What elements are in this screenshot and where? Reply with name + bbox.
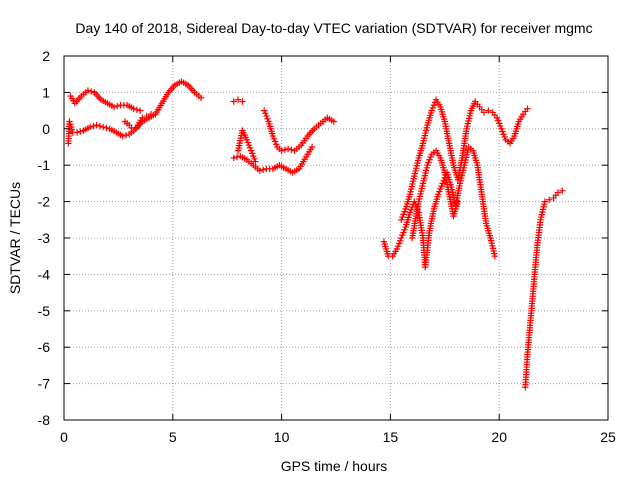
data-point <box>491 253 499 260</box>
data-point <box>136 107 144 114</box>
data-point <box>119 132 126 140</box>
data-point <box>308 143 316 151</box>
data-point <box>73 129 81 136</box>
data-point <box>110 103 118 111</box>
data-point <box>93 121 100 129</box>
y-tick-label: -5 <box>38 303 51 319</box>
data-point <box>559 187 566 194</box>
data-point <box>330 118 338 125</box>
x-tick-label: 15 <box>383 429 399 445</box>
y-axis-label: SDTVAR / TECUs <box>7 182 23 294</box>
y-tick-label: -6 <box>38 339 51 355</box>
data-point <box>77 128 84 135</box>
data-point <box>197 94 205 102</box>
data-point <box>233 153 241 161</box>
data-point <box>139 114 146 122</box>
series-sat-c <box>121 111 155 134</box>
x-tick-label: 10 <box>274 429 290 445</box>
data-point <box>96 122 104 130</box>
data-point <box>485 107 492 114</box>
y-tick-label: 2 <box>42 48 50 64</box>
x-tick-label: 25 <box>600 429 616 445</box>
y-tick-label: -7 <box>38 376 51 392</box>
data-point <box>230 98 237 105</box>
x-axis-label: GPS time / hours <box>281 458 388 474</box>
data-point <box>278 147 285 154</box>
data-point <box>546 196 553 203</box>
data-point <box>288 146 295 153</box>
data-point <box>259 166 267 173</box>
data-point <box>130 105 137 112</box>
series-sat-b <box>65 78 205 147</box>
series-sat-f <box>234 127 259 165</box>
y-tick-label: -1 <box>38 157 51 173</box>
data-point <box>147 111 155 118</box>
x-tick-label: 20 <box>491 429 507 445</box>
data-point <box>541 198 549 205</box>
series-sat-i <box>398 96 531 223</box>
y-tick-label: 1 <box>42 84 50 100</box>
data-point <box>133 106 141 113</box>
data-point <box>524 105 531 112</box>
data-point <box>143 112 150 120</box>
data-point <box>99 123 107 131</box>
chart-title: Day 140 of 2018, Sidereal Day-to-day VTE… <box>75 20 592 36</box>
data-point <box>122 131 130 139</box>
series-sat-j <box>408 147 462 242</box>
y-tick-label: -4 <box>38 266 51 282</box>
data-points <box>65 78 566 391</box>
data-point <box>281 146 289 153</box>
data-point <box>230 154 237 162</box>
series-sat-k <box>522 187 566 391</box>
data-point <box>284 145 292 153</box>
series-sat-a <box>67 87 144 114</box>
y-tick-label: -3 <box>38 230 51 246</box>
data-point <box>90 122 97 130</box>
data-point <box>234 96 242 103</box>
y-tick-label: 0 <box>42 121 50 137</box>
data-point <box>88 88 95 95</box>
series-sat-g <box>260 107 338 154</box>
y-tick-label: -2 <box>38 194 51 210</box>
data-point <box>114 102 121 110</box>
data-point <box>480 109 488 116</box>
data-point <box>454 198 462 205</box>
data-point <box>256 167 264 174</box>
data-point <box>239 98 246 105</box>
data-point <box>252 158 259 165</box>
grid-lines <box>64 56 608 420</box>
data-point <box>103 124 110 132</box>
series-sat-d <box>230 96 246 105</box>
series-sat-e <box>230 143 316 176</box>
axis-ticks: 0 5 10 15 20 25 -8 -7 -6 -5 -4 -3 -2 -1 0 1 2 <box>38 48 616 445</box>
x-tick-label: 5 <box>169 429 177 445</box>
x-tick-label: 0 <box>60 429 68 445</box>
data-point <box>554 189 562 196</box>
data-point <box>84 87 92 94</box>
y-tick-label: -8 <box>38 412 51 428</box>
data-point <box>86 123 94 131</box>
